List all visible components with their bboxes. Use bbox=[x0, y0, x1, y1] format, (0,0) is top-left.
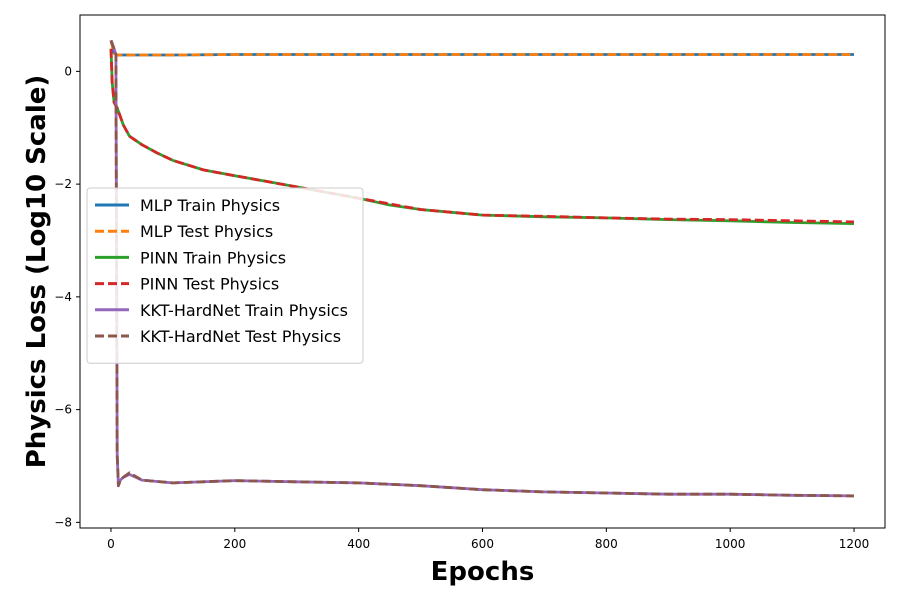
legend-label: PINN Test Physics bbox=[140, 275, 279, 294]
plot-lines bbox=[109, 39, 855, 498]
y-tick-label: −4 bbox=[54, 290, 72, 304]
y-tick-label: −6 bbox=[54, 403, 72, 417]
legend-label: PINN Train Physics bbox=[140, 248, 286, 267]
legend-box bbox=[86, 187, 364, 364]
series-line-5 bbox=[109, 39, 855, 498]
legend-label: KKT-HardNet Test Physics bbox=[140, 327, 341, 346]
y-tick-label: −2 bbox=[54, 177, 72, 191]
x-axis: 0 200 400 600 800 1000 1200 bbox=[107, 528, 869, 551]
legend-label: KKT-HardNet Train Physics bbox=[140, 301, 348, 320]
legend-label: MLP Train Physics bbox=[140, 196, 280, 215]
series-line-1 bbox=[109, 40, 854, 57]
x-tick-label: 200 bbox=[223, 537, 246, 551]
x-axis-title: Epochs bbox=[431, 557, 535, 587]
series-line-2 bbox=[109, 40, 854, 57]
legend: MLP Train Physics MLP Test Physics PINN Tr… bbox=[86, 187, 364, 364]
y-axis-title: Physics Loss (Log10 Scale) bbox=[22, 75, 52, 469]
x-tick-label: 1200 bbox=[839, 537, 870, 551]
x-tick-label: 800 bbox=[595, 537, 618, 551]
legend-label: MLP Test Physics bbox=[140, 222, 273, 241]
x-tick-label: 0 bbox=[107, 537, 115, 551]
y-tick-label: 0 bbox=[64, 64, 72, 78]
x-tick-label: 400 bbox=[347, 537, 370, 551]
series-line-4 bbox=[109, 48, 855, 224]
y-axis: 0 −2 −4 −6 −8 bbox=[54, 64, 80, 529]
y-tick-label: −8 bbox=[54, 515, 72, 529]
x-tick-label: 1000 bbox=[715, 537, 746, 551]
x-tick-label: 600 bbox=[471, 537, 494, 551]
